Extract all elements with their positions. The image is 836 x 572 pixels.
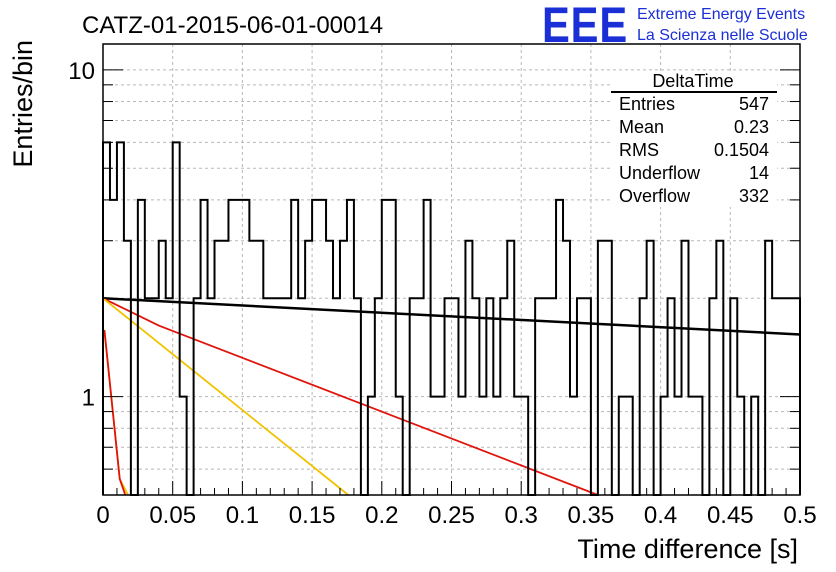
stats-value: 547: [739, 94, 769, 114]
stats-label: RMS: [619, 140, 659, 160]
grid-lines: [103, 44, 800, 496]
chart-title: CATZ-01-2015-06-01-00014: [82, 12, 383, 39]
y-tick-label: 10: [68, 58, 95, 85]
stats-value: 0.23: [734, 117, 769, 137]
x-tick-label: 0.05: [149, 502, 196, 529]
stats-label: Underflow: [619, 163, 701, 183]
axis-ticks: [102, 69, 801, 496]
x-tick-label: 0.35: [568, 502, 615, 529]
fit-curve: [102, 297, 349, 496]
stats-value: 14: [749, 163, 769, 183]
fit-curves: [102, 297, 801, 496]
stats-value: 0.1504: [714, 140, 769, 160]
stats-label: Entries: [619, 94, 675, 114]
x-tick-label: 0.3: [505, 502, 538, 529]
fit-curve: [102, 297, 801, 336]
stats-rows: Entries 547 Mean 0.23 RMS 0.1504 Underflow 14 Ov…: [619, 94, 769, 206]
x-axis-title: Time difference [s]: [577, 534, 798, 564]
x-tick-label: 0.45: [707, 502, 754, 529]
x-tick-label: 0.4: [644, 502, 677, 529]
stats-value: 332: [739, 186, 769, 206]
x-tick-label: 0.1: [226, 502, 259, 529]
logo-line-1: Extreme Energy Events: [637, 6, 805, 23]
stats-label: Mean: [619, 117, 664, 137]
axis-tick-labels: 0 0.05 0.1 0.15 0.2 0.25 0.3 0.35 0.4 0.45 0.5 1 10: [68, 58, 816, 529]
histogram-outline: [102, 141, 801, 496]
y-axis-title: Entries/bin: [8, 40, 38, 168]
y-tick-label: 1: [82, 385, 95, 412]
fit-curve: [103, 329, 127, 496]
fit-curve: [103, 329, 129, 496]
stats-label: Overflow: [619, 186, 691, 206]
x-tick-label: 0.5: [783, 502, 816, 529]
x-tick-label: 0.2: [365, 502, 398, 529]
stats-box: DeltaTime Entries 547 Mean 0.23 RMS 0.1504 Und…: [610, 71, 777, 207]
eee-logo: EEE: [542, 0, 628, 53]
x-tick-label: 0: [96, 502, 109, 529]
x-tick-label: 0.15: [289, 502, 336, 529]
histogram-bins: [102, 141, 801, 496]
fit-curve: [102, 297, 599, 496]
logo-line-2: La Scienza nelle Scuole: [637, 27, 808, 44]
x-tick-label: 0.25: [428, 502, 475, 529]
stats-title: DeltaTime: [652, 71, 733, 91]
